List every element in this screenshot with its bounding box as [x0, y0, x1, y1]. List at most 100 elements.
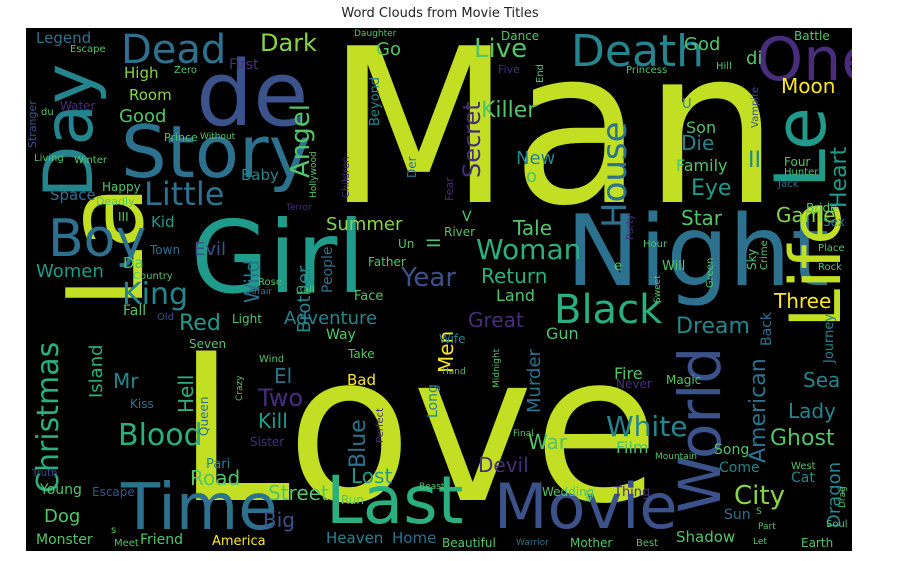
cloud-word: Kiss — [130, 397, 154, 411]
cloud-word: Star — [681, 206, 723, 230]
cloud-word: Terror — [286, 203, 312, 213]
cloud-word: Family — [676, 156, 728, 175]
cloud-word: Women — [36, 261, 104, 282]
cloud-word: Without — [200, 132, 236, 142]
cloud-word: Boy — [48, 209, 147, 269]
cloud-word: Film — [616, 438, 649, 457]
cloud-word: Ghost — [770, 426, 835, 451]
cloud-word: Little — [144, 175, 225, 213]
cloud-word: Beyond — [368, 76, 383, 126]
cloud-word: Dark — [260, 29, 317, 57]
cloud-word: Baby — [241, 166, 279, 184]
cloud-word: Legend — [36, 29, 92, 47]
cloud-word: Dog — [44, 506, 81, 527]
cloud-word: Thing — [614, 485, 651, 500]
cloud-word: House — [595, 121, 635, 228]
cloud-word: Affair — [248, 287, 273, 297]
cloud-word: Part — [758, 522, 776, 532]
cloud-word: Magic — [666, 373, 702, 387]
cloud-word: Final — [513, 429, 534, 439]
cloud-word: Two — [258, 384, 303, 412]
cloud-word: Night — [566, 195, 830, 309]
cloud-word: Eye — [691, 176, 732, 201]
cloud-word: du — [41, 107, 54, 118]
cloud-word: Go — [376, 39, 401, 60]
cloud-word: Kill — [258, 409, 288, 433]
cloud-word: Mr — [113, 369, 139, 393]
cloud-word: Wedding — [542, 485, 595, 499]
cloud-word: Call — [296, 285, 315, 296]
cloud-word: Moon — [781, 74, 836, 98]
cloud-word: Room — [129, 86, 172, 104]
cloud-word: Four — [784, 155, 811, 169]
cloud-word: Deadly — [96, 195, 135, 208]
cloud-word: Midnight — [492, 348, 502, 388]
cloud-word: Green — [705, 257, 716, 288]
cloud-word: Girl — [191, 199, 366, 316]
cloud-word: Hand — [442, 367, 466, 377]
cloud-word: Cat — [791, 470, 815, 486]
cloud-word: Song — [714, 442, 750, 458]
cloud-word: Summer — [326, 214, 403, 235]
cloud-word: Warrior — [516, 538, 549, 548]
cloud-word: Crime — [759, 240, 770, 270]
cloud-word: Dance — [501, 29, 540, 43]
cloud-word: Shadow — [676, 528, 736, 546]
cloud-word: Come — [719, 460, 760, 476]
cloud-word: Fear — [443, 177, 456, 201]
cloud-word: Wife — [439, 332, 466, 346]
cloud-word: Killer — [481, 98, 537, 123]
cloud-word: Escape — [92, 485, 135, 499]
cloud-word: o — [526, 166, 538, 187]
cloud-word: Soul — [826, 519, 848, 530]
cloud-word: High — [124, 64, 159, 82]
cloud-word: Lost — [351, 464, 393, 488]
cloud-word: Hill — [716, 61, 732, 72]
cloud-word: Live — [474, 34, 528, 64]
cloud-word: Children — [341, 156, 352, 198]
cloud-word: s — [111, 525, 117, 536]
cloud-word: Sea — [803, 368, 841, 392]
cloud-word: First — [229, 57, 259, 73]
cloud-word: Run — [341, 493, 365, 507]
cloud-word: White — [606, 410, 688, 443]
cloud-word: Red — [179, 311, 221, 336]
cloud-word: III — [118, 210, 129, 224]
cloud-word: Fire — [614, 364, 643, 383]
cloud-word: Hunter — [784, 167, 819, 178]
cloud-word: Hour — [643, 239, 668, 250]
cloud-word: Jack — [778, 179, 799, 190]
cloud-word: Never — [616, 377, 652, 391]
cloud-word: Story — [121, 110, 312, 194]
cloud-word: Friend — [140, 532, 184, 548]
cloud-word: War — [528, 430, 567, 454]
cloud-word: Game — [776, 203, 836, 227]
cloud-word: di — [746, 48, 763, 69]
cloud-word: Evil — [194, 239, 227, 260]
cloud-word: Rose — [258, 277, 282, 288]
cloud-word: Living — [34, 153, 64, 164]
cloud-word: Queen — [197, 396, 211, 436]
cloud-word: Sun — [724, 507, 751, 523]
cloud-word: Brother — [294, 265, 315, 333]
cloud-word: Sex — [823, 215, 845, 229]
cloud-word: Island — [86, 344, 107, 398]
cloud-word: Lady — [788, 399, 836, 423]
cloud-word: Street — [268, 481, 329, 505]
cloud-word: Murder — [524, 349, 545, 413]
cloud-word: Monster — [36, 532, 93, 548]
cloud-word: Long — [425, 384, 441, 418]
cloud-word: One — [756, 28, 852, 95]
cloud-word: Home — [392, 529, 437, 547]
cloud-word: Sky — [745, 248, 759, 270]
cloud-word: Dream — [676, 314, 750, 339]
cloud-word: Mother — [570, 536, 613, 550]
cloud-word: Zero — [174, 65, 198, 76]
cloud-word: Beautiful — [442, 536, 496, 550]
cloud-word: Big — [263, 508, 295, 532]
cloud-word: de — [196, 42, 309, 147]
cloud-word: Son — [686, 118, 717, 137]
cloud-word: Blood — [118, 418, 203, 453]
cloud-word: Truth — [32, 468, 58, 479]
cloud-word: End — [535, 63, 546, 83]
